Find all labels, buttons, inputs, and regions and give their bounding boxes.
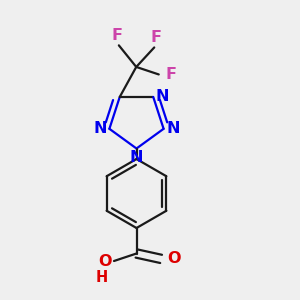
Text: N: N	[94, 121, 107, 136]
Text: O: O	[167, 251, 181, 266]
Text: O: O	[99, 254, 112, 269]
Text: F: F	[150, 30, 161, 45]
Text: N: N	[166, 121, 179, 136]
Text: H: H	[95, 270, 107, 285]
Text: F: F	[112, 28, 123, 43]
Text: F: F	[165, 67, 176, 82]
Text: N: N	[130, 150, 143, 165]
Text: N: N	[156, 89, 169, 104]
